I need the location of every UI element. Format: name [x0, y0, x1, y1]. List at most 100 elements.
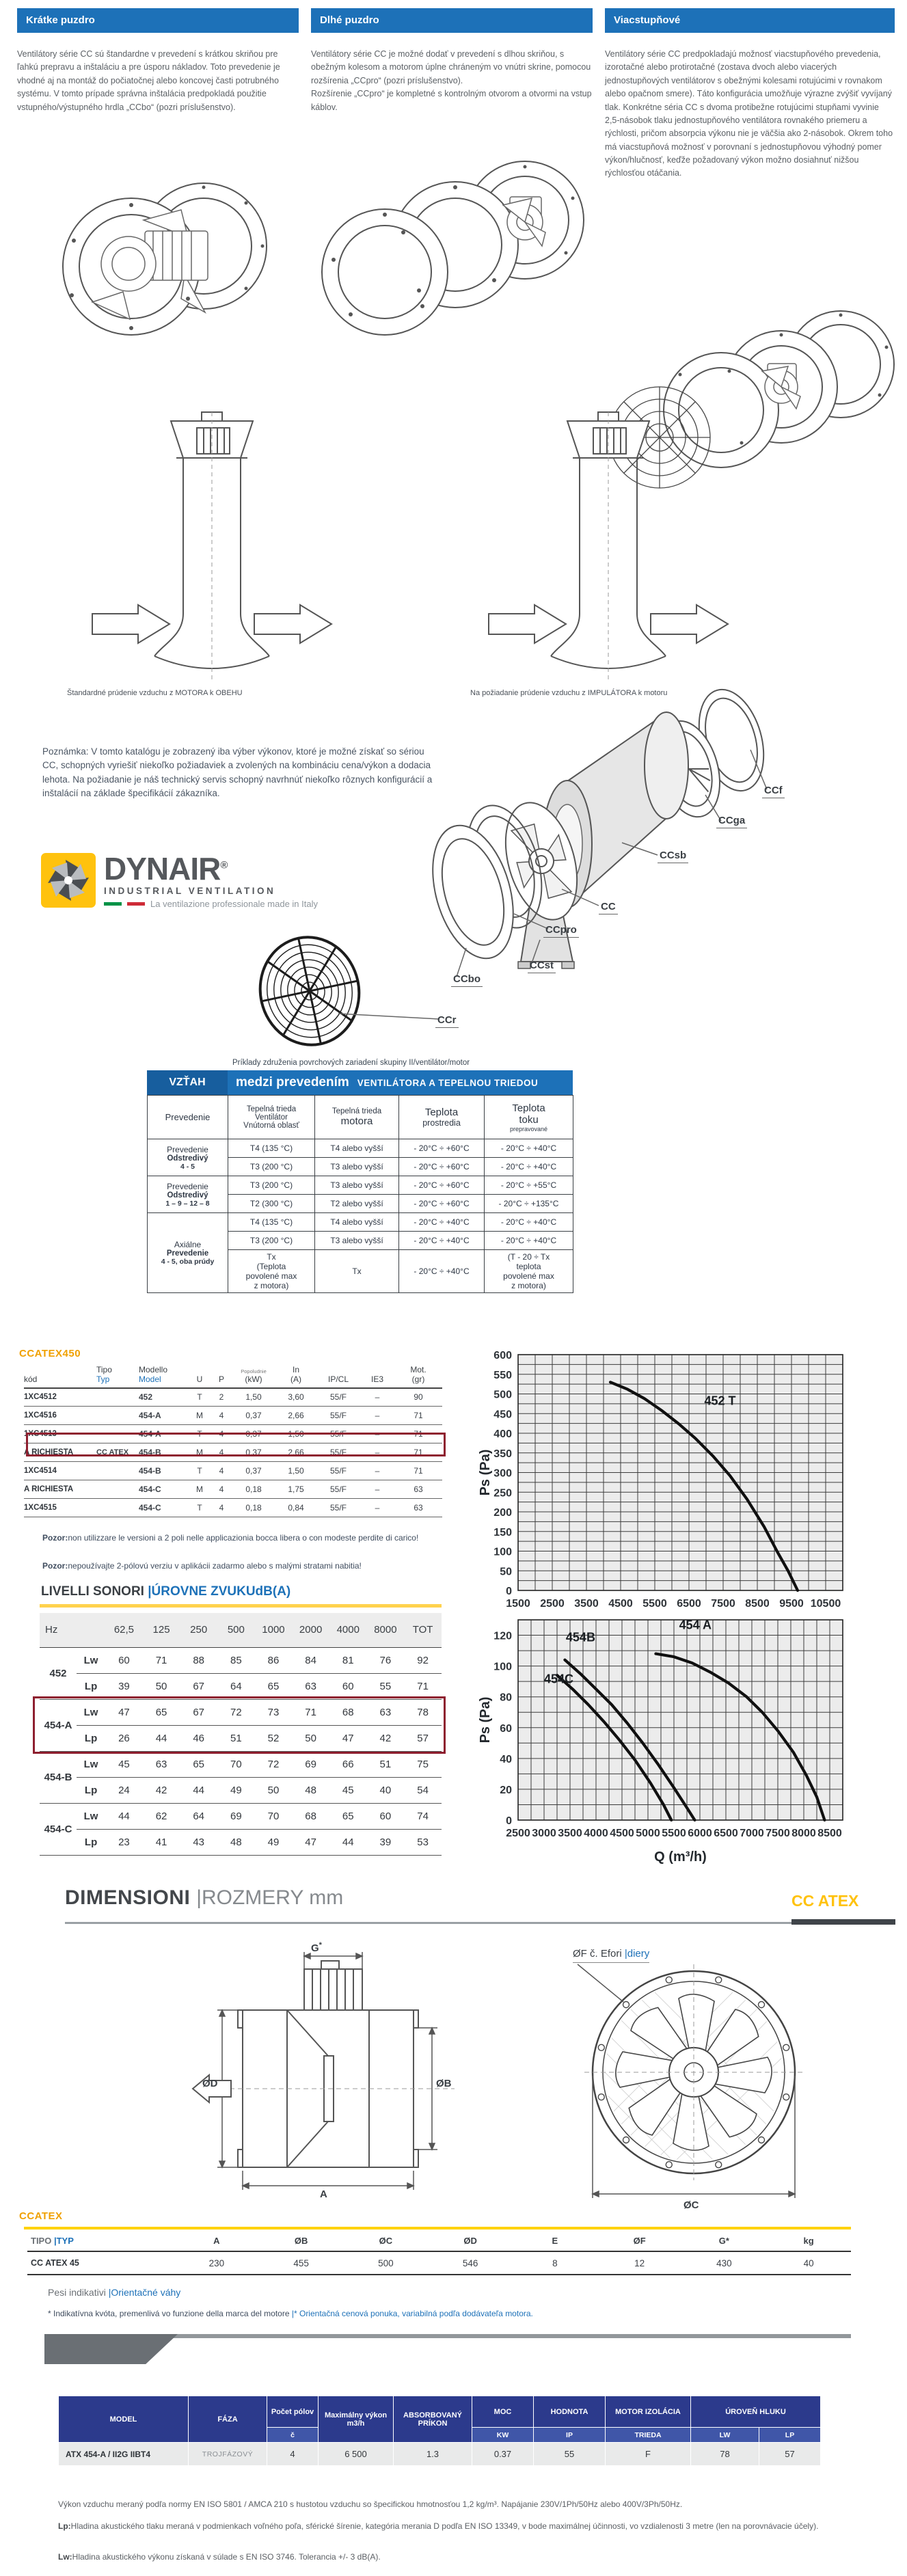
x-axis-label: Q (m³/h): [654, 1849, 707, 1865]
table-cell: –: [360, 1461, 394, 1481]
table-cell: 71: [394, 1424, 442, 1444]
table-cell: 0,84: [275, 1498, 316, 1518]
table-cell: 454-C: [139, 1480, 188, 1500]
x-tick-label: 3500: [558, 1828, 582, 1839]
short-casing-fan-image: [41, 172, 287, 351]
table-cell: 455: [258, 2251, 344, 2275]
table-cell: T2 alebo vyšší: [314, 1194, 399, 1213]
yellow-rule: [40, 1604, 442, 1608]
section-text: Ventilátory série CC sú štandardne v pre…: [17, 49, 280, 112]
table-cell: 64: [180, 1803, 218, 1830]
unit-header: č: [267, 2427, 319, 2443]
table-cell: 41: [142, 1829, 180, 1856]
ccatex450-header-row: kód Tipo Typ Modello Model U P Popoludnie (kW) In…: [24, 1365, 442, 1389]
exploded-view-image: [253, 687, 800, 1056]
exploded-label-ccbo: CCbo: [451, 973, 483, 987]
table-row: Lp 23 41 43 48 49 47 44 39 53: [40, 1829, 442, 1856]
table-cell: T4 (135 °C): [228, 1212, 315, 1232]
airflow-side-view-standard: [89, 409, 335, 689]
y-tick-label: 600: [493, 1350, 512, 1361]
dim-header-row: TIPO |TYP A ØB ØC ØD E ØF G* kg: [27, 2231, 851, 2252]
table-cell: - 20°C ÷ +60°C: [398, 1176, 485, 1195]
table-cell: 69: [217, 1803, 255, 1830]
performance-chart-452: 1500 2500 3500 4500 5500 6500 7500 8500 9500 1050…: [478, 1350, 843, 1632]
sound-levels-title: LIVELLI SONORI |ÚROVNE ZVUKUdB(A): [41, 1584, 291, 1599]
column-header: MOTOR IZOLÁCIA: [605, 2396, 691, 2428]
x-tick-label: 10500: [811, 1598, 841, 1610]
table-cell: 3,60: [275, 1387, 316, 1407]
table-cell: [96, 1480, 139, 1500]
table-cell: 500: [343, 2251, 429, 2275]
column-header: IE3: [360, 1366, 394, 1389]
registered-mark: ®: [220, 859, 228, 871]
column-header: kód: [24, 1366, 96, 1389]
row-label-cell: Lw: [77, 1751, 106, 1778]
x-tick-label: 8000: [791, 1828, 816, 1839]
table-cell: 4: [211, 1424, 232, 1444]
column-header: TOT: [404, 1613, 442, 1648]
x-tick-label: 7500: [711, 1598, 735, 1610]
x-tick-label: 8500: [817, 1828, 842, 1839]
table-cell: M: [188, 1480, 211, 1500]
table-cell: 81: [329, 1647, 367, 1674]
dynair-logo: DYNAIR® INDUSTRIAL VENTILATION La ventil…: [41, 853, 318, 909]
column-header: E: [513, 2231, 597, 2252]
dim-label-of-holes: ØF č. Efori |diery: [573, 1948, 650, 1963]
airflow-side-view-on-request: [485, 409, 731, 689]
table-cell: –: [360, 1443, 394, 1463]
table-cell: T3 alebo vyšší: [314, 1157, 399, 1176]
ccatex-dim-table: TIPO |TYP A ØB ØC ØD E ØF G* kg CC ATEX 45 230 455…: [27, 2231, 851, 2275]
table-cell: 44: [180, 1777, 218, 1804]
unit-header: KW: [472, 2427, 534, 2443]
table-cell: 57: [404, 1725, 442, 1752]
exploded-label-ccst: CCst: [528, 960, 556, 973]
table-cell: [96, 1424, 139, 1444]
table-cell: 0.37: [472, 2442, 534, 2466]
table-cell: T2 (300 °C): [228, 1194, 315, 1213]
footnote-lw: Lw:Hladina akustického výkonu získaná v …: [58, 2552, 381, 2562]
table-cell: 55: [533, 2442, 606, 2466]
table-cell: 71: [404, 1673, 442, 1700]
table-row: A RICHIESTA CC ATEX 454-B M 4 0,37 2,66 55/F –71: [24, 1443, 442, 1463]
relation-header-row: Prevedenie Tepelná trieda Ventilátor Vnúto…: [147, 1095, 573, 1139]
table-cell: M: [188, 1406, 211, 1426]
table-cell: 230: [174, 2251, 259, 2275]
table-cell: T: [188, 1424, 211, 1444]
table-cell: - 20°C ÷ +55°C: [484, 1176, 573, 1195]
table-cell: [96, 1498, 139, 1518]
table-cell: T4 alebo vyšší: [314, 1212, 399, 1232]
table-row: 1XC4512 452 T 2 1,50 3,60 55/F –90: [24, 1387, 442, 1407]
table-cell: 0,37: [232, 1406, 275, 1426]
section-title: Dlhé puzdro: [311, 8, 593, 33]
table-cell: –: [360, 1424, 394, 1444]
table-cell: 0,18: [232, 1498, 275, 1518]
x-tick-label: 6500: [677, 1598, 701, 1610]
table-cell: 65: [180, 1751, 218, 1778]
table-cell: 12: [597, 2251, 682, 2275]
x-tick-label: 5500: [662, 1828, 686, 1839]
column-header: Počet pólov: [267, 2396, 319, 2428]
footnote-lp: Lp:Hladina akustického tlaku meraná v po…: [58, 2521, 819, 2531]
table-cell: CC ATEX: [96, 1443, 139, 1463]
table-cell: 55/F: [316, 1406, 360, 1426]
table-cell: - 20°C ÷ +135°C: [484, 1194, 573, 1213]
column-header: TIPO |TYP: [27, 2231, 174, 2252]
exploded-label-cc: CC: [599, 901, 618, 914]
row-label-cell: Lw: [77, 1699, 106, 1726]
table-row: T3 (200 °C) T3 alebo vyšší - 20°C ÷ +40°C -…: [148, 1231, 573, 1250]
divider-band-accent: [44, 2334, 178, 2364]
table-cell: T: [188, 1387, 211, 1407]
ccatex450-title: CCATEX450: [19, 1348, 81, 1359]
table-cell: 76: [366, 1647, 405, 1674]
x-tick-label: 3000: [532, 1828, 556, 1839]
x-tick-label: 4000: [584, 1828, 608, 1839]
table-cell: 430: [681, 2251, 767, 2275]
table-cell: –: [360, 1498, 394, 1518]
column-header: FÁZA: [188, 2396, 267, 2443]
table-cell: –: [360, 1406, 394, 1426]
table-cell: 64: [217, 1673, 255, 1700]
table-cell: 55/F: [316, 1498, 360, 1518]
row-label-cell: Lp: [77, 1829, 106, 1856]
table-cell: 60: [105, 1647, 143, 1674]
table-cell: Tx (Teplota povolené max z motora): [228, 1249, 315, 1293]
